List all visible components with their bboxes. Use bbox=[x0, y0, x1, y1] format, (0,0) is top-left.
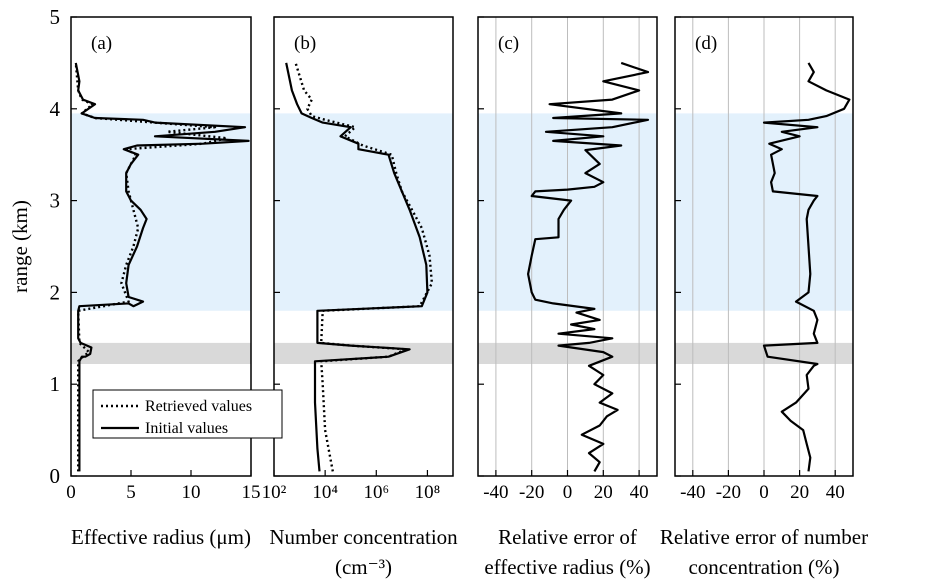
x-tick-label: 40 bbox=[630, 482, 649, 503]
x-tick-label: 10⁸ bbox=[415, 482, 441, 503]
y-tick-label: 5 bbox=[50, 5, 61, 29]
panel-a: 0 5 10 15 (a) Effective radius (μm) bbox=[66, 16, 261, 549]
plot-frame bbox=[70, 16, 252, 477]
legend: Retrieved values Initial values bbox=[92, 389, 283, 439]
x-axis-label: Relative error of bbox=[498, 525, 637, 549]
x-axis-label-line2: concentration (%) bbox=[688, 555, 839, 579]
shaded-band-cloud bbox=[274, 113, 453, 311]
x-axis-label-line2: (cm⁻³) bbox=[335, 555, 392, 579]
series-line-retrieved bbox=[294, 62, 434, 472]
panel-d: -40 -20 0 20 40 (d) Relative error of number co… bbox=[660, 16, 868, 579]
panel-label: (b) bbox=[294, 33, 316, 54]
panel-label: (a) bbox=[91, 33, 112, 54]
x-tick-label: 40 bbox=[826, 482, 845, 503]
panel-c: -40 -20 0 20 40 (c) Relative error of effective… bbox=[477, 16, 658, 579]
x-tick-label: 5 bbox=[126, 482, 136, 503]
x-tick-label: 0 bbox=[66, 482, 76, 503]
legend-box bbox=[92, 389, 283, 439]
panel-b: 10² 10⁴ 10⁶ 10⁸ (b) Number concentration (cm⁻³… bbox=[262, 16, 458, 579]
x-tick-label: 10⁶ bbox=[363, 482, 389, 503]
legend-label: Retrieved values bbox=[145, 398, 252, 415]
x-tick-label: 10⁴ bbox=[312, 482, 338, 503]
x-tick-label: 0 bbox=[759, 482, 769, 503]
series-line-initial bbox=[527, 61, 650, 472]
panel-label: (c) bbox=[498, 33, 519, 54]
x-axis-label: Number concentration bbox=[269, 525, 458, 549]
x-tick-label: 0 bbox=[563, 482, 573, 503]
shaded-band-layer bbox=[71, 342, 251, 365]
y-tick-label: 2 bbox=[50, 280, 61, 304]
series-line-initial bbox=[762, 62, 851, 472]
x-axis-label-line2: effective radius (%) bbox=[484, 555, 650, 579]
legend-label: Initial values bbox=[145, 420, 228, 437]
y-tick-label: 4 bbox=[50, 97, 61, 121]
series-line-retrieved bbox=[74, 62, 229, 472]
x-tick-label: 10² bbox=[262, 482, 287, 503]
x-axis-label: Relative error of number bbox=[660, 525, 868, 549]
y-tick-label: 0 bbox=[50, 464, 61, 488]
panel-label: (d) bbox=[695, 33, 717, 54]
x-tick-label: 20 bbox=[790, 482, 809, 503]
x-tick-label: -20 bbox=[716, 482, 741, 503]
x-tick-label: -20 bbox=[519, 482, 544, 503]
x-tick-label: 15 bbox=[242, 482, 261, 503]
y-axis-label: range (km) bbox=[8, 200, 32, 293]
x-axis-label: Effective radius (μm) bbox=[71, 525, 251, 549]
x-tick-label: -40 bbox=[680, 482, 705, 503]
x-tick-label: -40 bbox=[483, 482, 508, 503]
y-tick-label: 3 bbox=[50, 189, 61, 213]
x-tick-label: 10 bbox=[182, 482, 201, 503]
x-tick-label: 20 bbox=[594, 482, 613, 503]
plot-frame bbox=[273, 16, 454, 477]
y-tick-label: 1 bbox=[50, 372, 61, 396]
